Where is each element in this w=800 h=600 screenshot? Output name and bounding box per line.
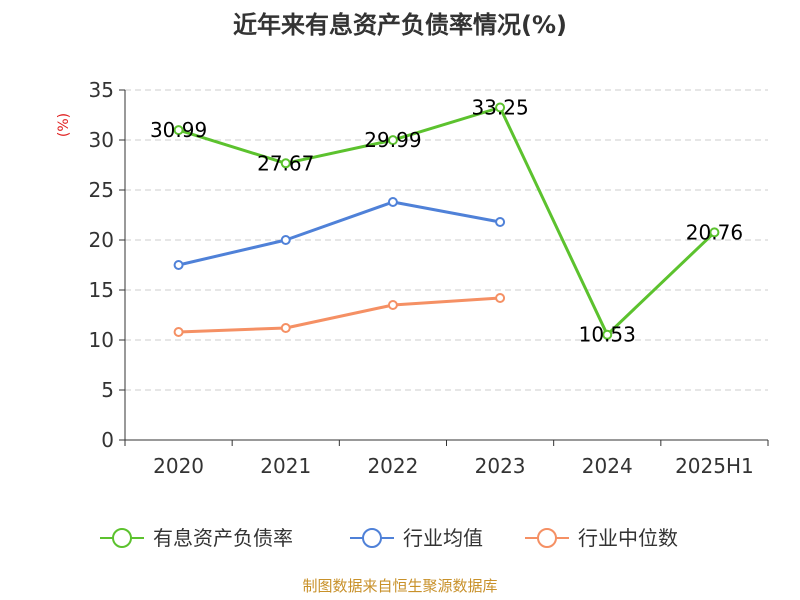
y-tick-label: 35: [89, 78, 114, 102]
grid-layer: [125, 89, 768, 391]
data-point: [280, 158, 291, 169]
data-point: [387, 135, 398, 146]
data-label: 27.67: [257, 151, 314, 175]
series-line-1: [177, 200, 502, 267]
y-axis-unit-label: (%): [56, 113, 72, 137]
source-note: 制图数据来自恒生聚源数据库: [302, 577, 497, 595]
data-point: [173, 125, 184, 136]
data-point: [173, 260, 184, 270]
x-tick-label: 2022: [367, 454, 418, 478]
data-point: [173, 327, 184, 337]
legend-label: 行业均值: [403, 526, 483, 550]
data-point: [280, 235, 291, 245]
legend-swatch-marker: [112, 528, 132, 548]
series-line-2: [177, 296, 502, 334]
data-label: 33.25: [471, 96, 528, 120]
y-tick-label: 15: [89, 278, 114, 302]
x-tick-label: 2025H1: [675, 454, 754, 478]
x-tick-label: 2020: [153, 454, 204, 478]
data-label: 10.53: [579, 323, 636, 347]
data-label-layer: 30.99 27.67 29.99 33.25 10.53 20.76: [150, 96, 743, 347]
data-label: 29.99: [364, 128, 421, 152]
legend-label: 行业中位数: [578, 526, 678, 550]
y-tick-label: 0: [101, 428, 114, 452]
data-point: [709, 227, 720, 238]
x-tick-label: 2023: [475, 454, 526, 478]
data-point: [280, 323, 291, 333]
y-tick-label: 20: [89, 228, 114, 252]
legend-label: 有息资产负债率: [153, 526, 293, 550]
legend: 有息资产负债率 行业均值 行业中位数: [100, 526, 678, 550]
axis-layer: 0 5 10 15 20 25 30 35 2020 2021 2022 2023 2024 2025H1: [89, 78, 769, 478]
series-line-0: [177, 106, 716, 337]
x-tick-label: 2024: [582, 454, 633, 478]
data-point: [387, 300, 398, 310]
data-point: [495, 293, 506, 303]
legend-swatch-marker: [537, 528, 557, 548]
data-point: [495, 217, 506, 227]
legend-swatch-marker: [362, 528, 382, 548]
y-tick-label: 10: [89, 328, 114, 352]
data-point: [387, 197, 398, 207]
series-layer: [173, 102, 720, 340]
chart-title: 近年来有息资产负债率情况(%): [233, 11, 567, 39]
data-point: [602, 329, 613, 340]
y-tick-label: 25: [89, 178, 114, 202]
data-label: 30.99: [150, 118, 207, 142]
y-tick-label: 5: [101, 378, 114, 402]
data-point: [495, 102, 506, 113]
data-label: 20.76: [686, 220, 743, 244]
y-tick-label: 30: [89, 128, 114, 152]
x-tick-label: 2021: [260, 454, 311, 478]
